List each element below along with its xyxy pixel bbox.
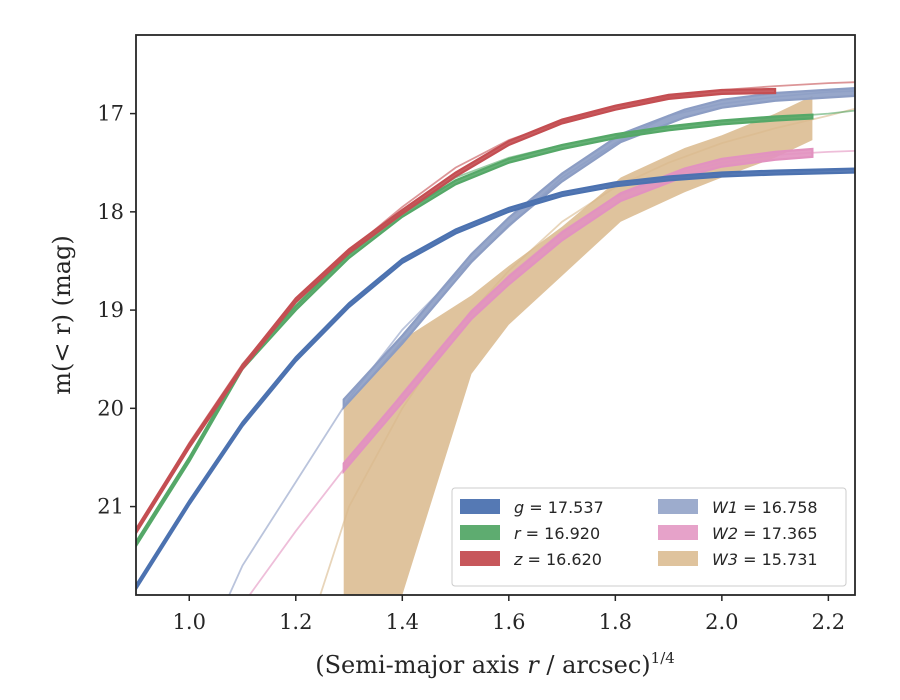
series-z [136,81,855,536]
x-tick-label: 1.6 [492,610,525,634]
y-tick-label: 17 [97,102,124,126]
legend-swatch [460,525,500,540]
y-tick-label: 19 [97,298,124,322]
y-tick-label: 20 [97,396,124,420]
legend-label: g = 17.537 [514,498,604,517]
legend-label: z = 16.620 [513,550,602,569]
legend-swatch [460,551,500,566]
x-tick-label: 1.8 [599,610,632,634]
y-axis-ticks: 17 18 19 20 21 [97,102,136,519]
series-g [136,167,855,592]
x-tick-label: 2.0 [705,610,738,634]
data-band-W2 [342,147,814,475]
x-axis-label-exponent: 1/4 [651,649,675,667]
x-axis-label-main: Semi-major axis r / arcsec [325,651,642,679]
x-axis-ticks: 1.0 1.2 1.4 1.6 1.8 2.0 2.2 [173,595,845,634]
plot-frame [135,34,856,596]
x-tick-label: 2.2 [812,610,845,634]
x-tick-label: 1.0 [173,610,206,634]
legend-label: r = 16.920 [514,524,600,543]
legend-entries: g = 17.537 r = 16.920 z = 16.620 W1 = 16.75… [460,498,818,569]
legend-label: W1 = 16.758 [712,498,818,517]
legend-item-W2: W2 = 17.365 [658,524,818,543]
legend-item-W3: W3 = 15.731 [658,550,818,569]
x-axis-label: (Semi-major axis r / arcsec)1/4 [315,649,675,679]
series-W3 [319,95,855,595]
data-band-W3 [343,95,813,595]
data-band-z [136,87,777,536]
legend-swatch [658,499,698,514]
series-W2 [248,147,855,595]
x-tick-label: 1.2 [279,610,312,634]
y-axis-label: m(< r) (mag) [48,235,76,394]
x-tick-label: 1.4 [386,610,419,634]
series-layer [136,81,855,595]
legend-item-z: z = 16.620 [460,550,602,569]
legend-swatch [658,525,698,540]
legend-label: W3 = 15.731 [712,550,818,569]
data-band-g [136,167,855,592]
legend-swatch [658,551,698,566]
legend-item-W1: W1 = 16.758 [658,498,818,517]
legend-label: W2 = 17.365 [712,524,818,543]
legend-item-g: g = 17.537 [460,498,604,517]
legend-swatch [460,499,500,514]
y-tick-label: 21 [97,495,124,519]
legend-item-r: r = 16.920 [460,524,600,543]
legend: g = 17.537 r = 16.920 z = 16.620 W1 = 16.75… [451,487,847,587]
y-tick-label: 18 [97,200,124,224]
legend-frame [451,487,847,587]
